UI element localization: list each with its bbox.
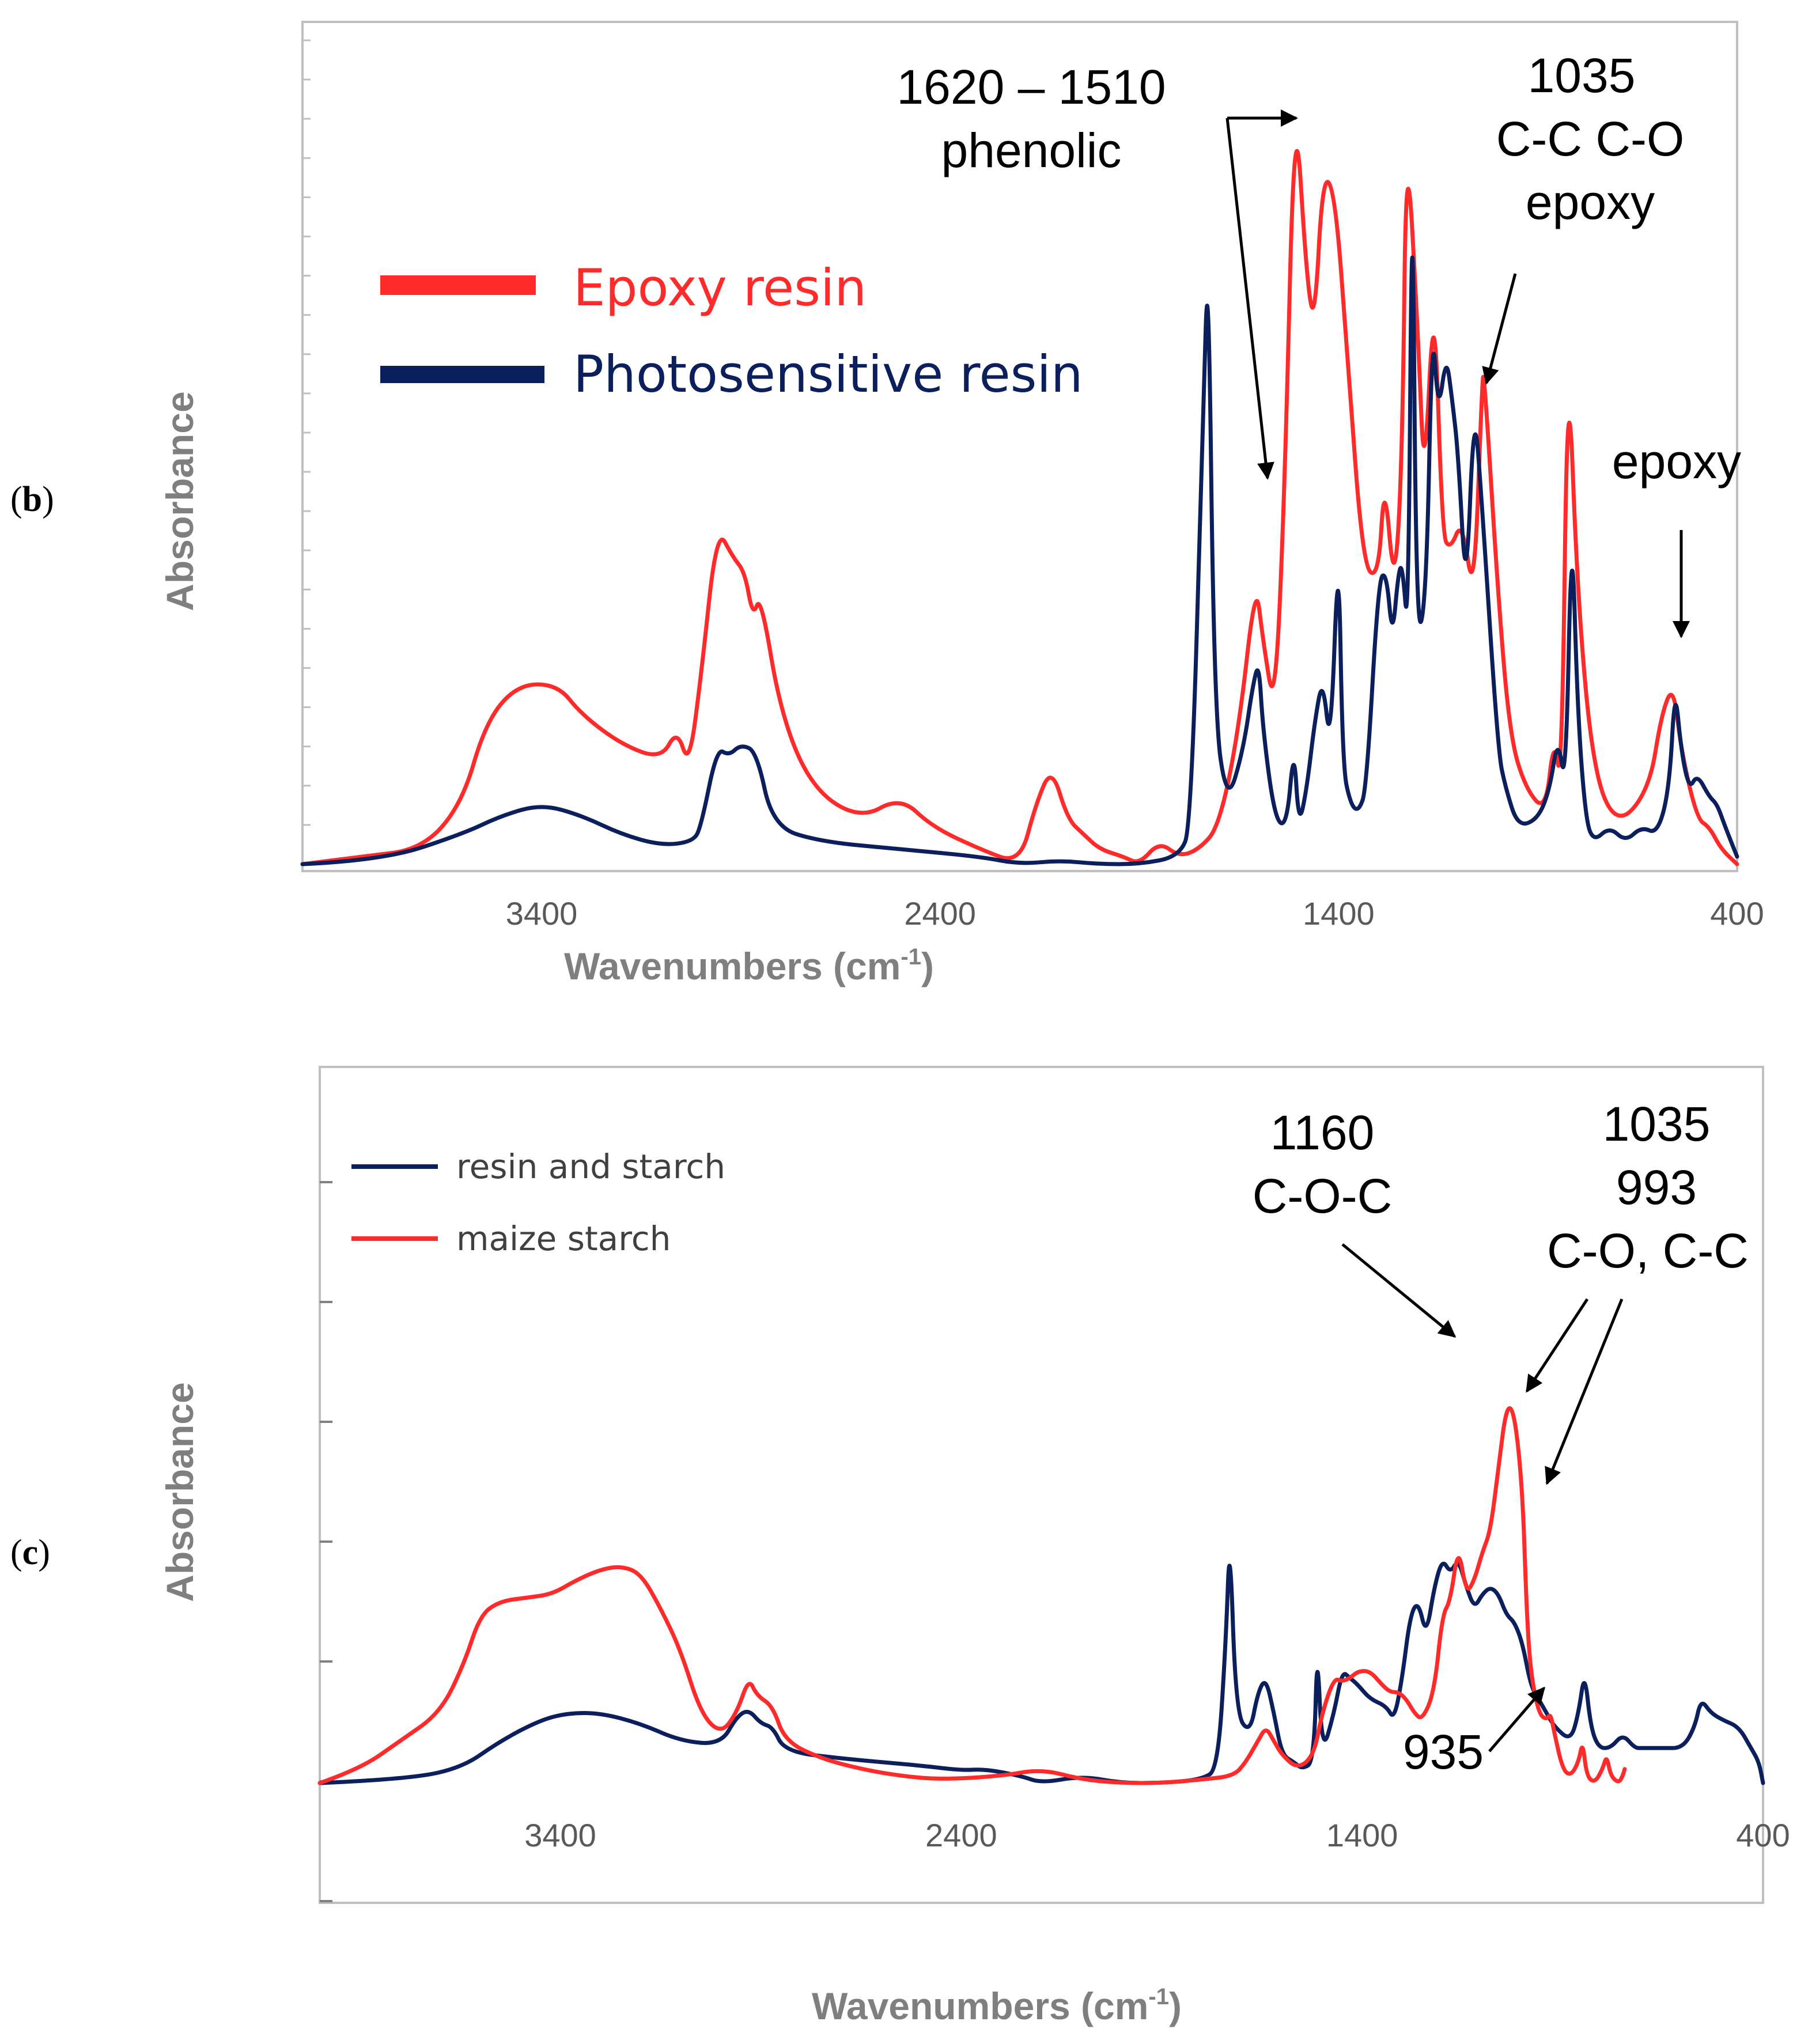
chart-c-series-maize-starch (317, 1406, 1627, 1785)
chart-b-xlabel-sup: -1 (901, 944, 921, 970)
chart-c-anno-1160-value: 1160 (1270, 1106, 1375, 1160)
chart-b-xlabel-close: ) (921, 945, 934, 987)
chart-b-legend: Epoxy resin Photosensitive resin (380, 258, 1083, 404)
panel-c-letter: (c) (10, 1533, 50, 1572)
chart-c-legend-label-maize: maize starch (456, 1219, 671, 1258)
chart-c-xlabel-main: Wavenumbers (cm (812, 1985, 1148, 2027)
chart-c-ylabel: Absorbance (158, 1382, 201, 1602)
chart-b-series-photosensitive-resin (300, 255, 1739, 866)
chart-c-legend: resin and starch maize starch (351, 1147, 725, 1258)
chart-c-anno-1160-bond: C-O-C (1253, 1169, 1393, 1223)
chart-b-series-epoxy-resin (300, 149, 1739, 866)
chart-b-anno-phenolic-range: 1620 – 1510 (896, 60, 1166, 114)
chart-b-legend-label-epoxy: Epoxy resin (573, 258, 867, 317)
chart-b-y-minor-ticks (302, 39, 311, 865)
chart-b-plot-border (301, 21, 1738, 872)
chart-c: 3400 2400 1400 400 Absorbance Wavenumbers (… (158, 1066, 1790, 2027)
panel-b-letter-text: b (22, 480, 43, 519)
chart-c-series (317, 1406, 1765, 1785)
panel-c-letter-text: c (22, 1533, 39, 1572)
chart-c-series-resin-and-starch (317, 1561, 1765, 1785)
chart-b-legend-label-photosensitive: Photosensitive resin (573, 345, 1083, 404)
chart-c-arrow-935 (1488, 1686, 1545, 1752)
chart-c-x-tick-label: 3400 (524, 1817, 596, 1853)
chart-b-x-ticks: 3400 2400 1400 400 (506, 895, 1764, 932)
chart-c-arrow-1160 (1341, 1243, 1457, 1338)
chart-c-arrow-993 (1545, 1299, 1624, 1485)
chart-c-xlabel-close: ) (1169, 1985, 1182, 2027)
chart-c-x-tick-label: 1400 (1326, 1817, 1398, 1853)
chart-c-x-tick-label: 400 (1736, 1817, 1790, 1853)
chart-b-x-tick-label: 2400 (904, 895, 976, 932)
chart-b-arrow-1035 (1482, 273, 1517, 385)
chart-c-anno-co-cc: C-O, C-C (1547, 1224, 1749, 1278)
chart-b-x-tick-label: 3400 (506, 895, 578, 932)
chart-c-x-ticks: 3400 2400 1400 400 (524, 1817, 1790, 1853)
chart-c-x-tick-label: 2400 (925, 1817, 997, 1853)
chart-b-x-tick-label: 1400 (1303, 895, 1375, 932)
chart-c-anno-1035: 1035 (1603, 1097, 1711, 1151)
chart-b-frame (301, 21, 1738, 872)
chart-c-xlabel-sup: -1 (1148, 1984, 1169, 2009)
chart-b-annotations: 1620 – 1510 phenolic 1035 C-C C-O epoxy … (896, 48, 1741, 638)
chart-b-anno-1035-bonds: C-C C-O (1496, 112, 1685, 166)
chart-b-anno-1035-value: 1035 (1528, 48, 1636, 103)
chart-c-legend-label-resin-starch: resin and starch (456, 1147, 725, 1186)
chart-c-xlabel: Wavenumbers (cm-1) (812, 1984, 1182, 2027)
chart-b: 3400 2400 1400 400 Absorbance Wavenumbers (… (158, 21, 1764, 987)
chart-b-xlabel-main: Wavenumbers (cm (564, 945, 901, 987)
chart-c-anno-935: 935 (1403, 1725, 1484, 1779)
chart-c-anno-993: 993 (1616, 1160, 1697, 1214)
chart-c-y-major-ticks (320, 1181, 332, 1902)
chart-c-plot-border (319, 1066, 1764, 1904)
chart-c-arrow-1035 (1525, 1298, 1589, 1393)
chart-b-anno-epoxy: epoxy (1612, 434, 1741, 489)
chart-b-xlabel: Wavenumbers (cm-1) (564, 944, 934, 987)
chart-b-arrow-phenolic-down (1225, 118, 1274, 480)
chart-b-anno-phenolic-label: phenolic (941, 123, 1122, 177)
chart-b-ylabel: Absorbance (158, 391, 201, 611)
panel-b-letter: (b) (10, 480, 54, 519)
chart-c-annotations: 1160 C-O-C 1035 993 C-O, C-C 935 (1253, 1097, 1749, 1779)
chart-b-anno-1035-group: epoxy (1526, 175, 1655, 229)
chart-b-series (300, 149, 1739, 866)
chart-b-x-tick-label: 400 (1710, 895, 1764, 932)
chart-c-frame (319, 1066, 1764, 1904)
